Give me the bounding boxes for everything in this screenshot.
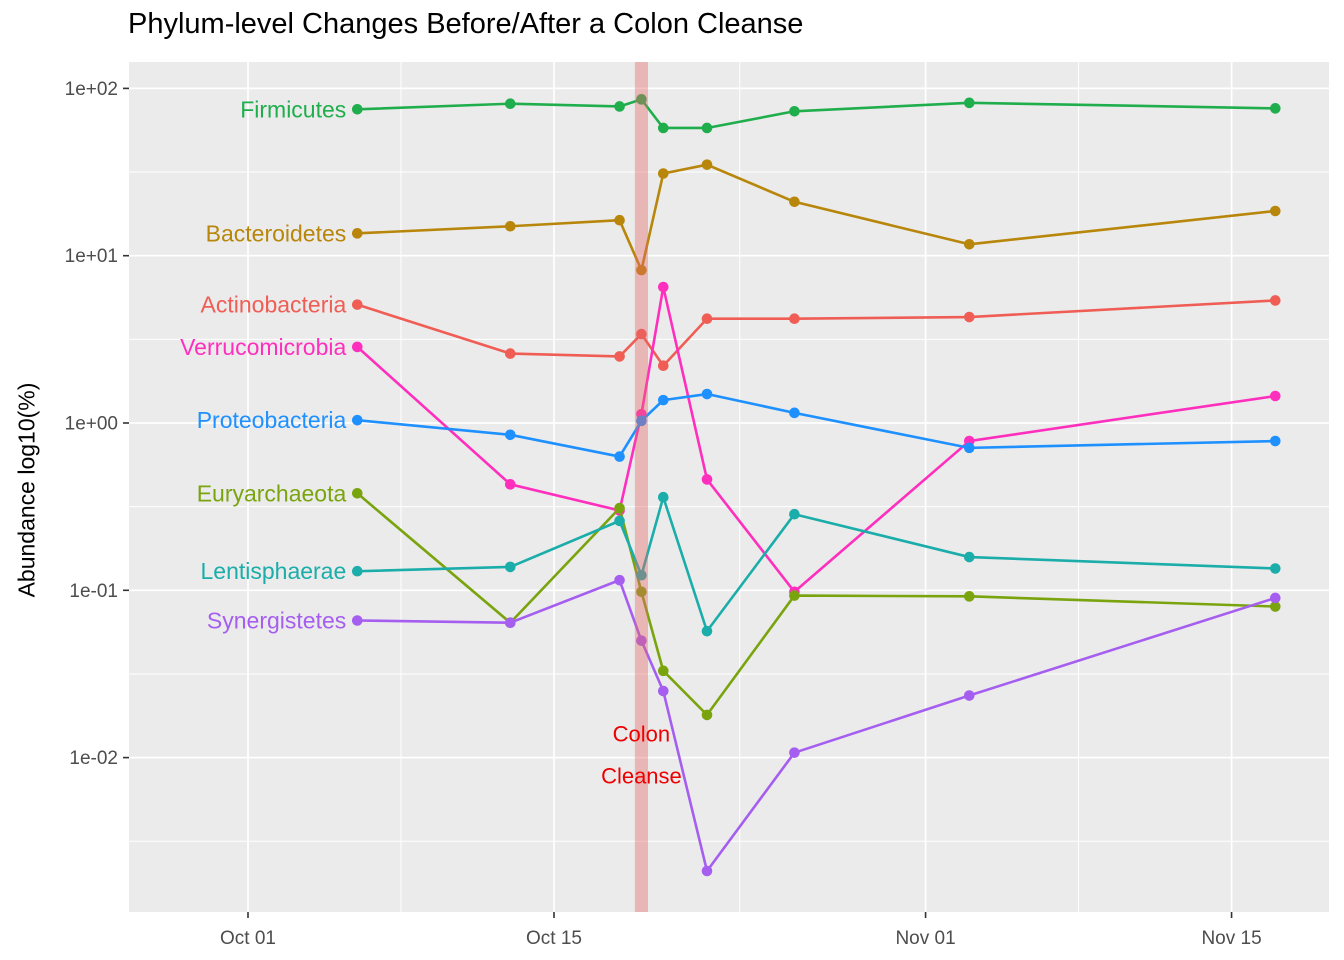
data-point-proteobacteria [504, 429, 516, 441]
y-tick-label: 1e-02 [69, 748, 118, 769]
data-point-euryarchaeota [789, 590, 800, 601]
data-point-actinobacteria [636, 328, 647, 340]
data-point-lentisphaerae [657, 491, 669, 503]
data-point-lentisphaerae [701, 625, 713, 637]
data-point-euryarchaeota [614, 502, 625, 514]
data-point-actinobacteria [701, 313, 713, 325]
data-point-bacteroidetes [963, 238, 975, 250]
data-point-actinobacteria [351, 299, 363, 310]
data-point-lentisphaerae [504, 561, 516, 573]
data-point-proteobacteria [351, 414, 363, 426]
data-point-firmicutes [504, 98, 516, 110]
data-point-bacteroidetes [701, 159, 713, 170]
cleanse-annotation-line: Cleanse [601, 764, 682, 789]
series-label-verrucomicrobia: Verrucomicrobia [180, 334, 346, 360]
data-point-synergistetes [701, 865, 713, 877]
data-point-lentisphaerae [1269, 563, 1281, 574]
cleanse-event-band [634, 62, 648, 912]
series-actinobacteria [351, 295, 1281, 372]
data-point-verrucomicrobia [701, 474, 713, 485]
data-point-firmicutes [636, 94, 647, 105]
data-point-firmicutes [614, 101, 625, 112]
x-tick-label: Nov 01 [895, 928, 955, 949]
data-point-lentisphaerae [963, 551, 975, 563]
data-point-verrucomicrobia [1269, 390, 1281, 402]
data-point-firmicutes [657, 122, 669, 134]
data-point-euryarchaeota [963, 591, 975, 602]
data-point-proteobacteria [1269, 435, 1281, 447]
data-point-synergistetes [636, 635, 647, 646]
series-label-lentisphaerae: Lentisphaerae [200, 558, 346, 584]
data-point-proteobacteria [636, 415, 647, 427]
data-point-synergistetes [657, 685, 669, 697]
series-firmicutes [351, 94, 1281, 134]
data-point-actinobacteria [657, 360, 669, 372]
data-point-lentisphaerae [351, 565, 363, 577]
data-point-firmicutes [701, 122, 713, 134]
x-tick-label: Oct 15 [526, 928, 582, 949]
data-point-bacteroidetes [789, 196, 800, 208]
data-point-synergistetes [789, 747, 800, 758]
data-point-actinobacteria [504, 348, 516, 359]
data-point-lentisphaerae [614, 515, 625, 527]
data-point-synergistetes [963, 690, 975, 701]
data-point-firmicutes [1269, 103, 1281, 114]
data-point-actinobacteria [789, 313, 800, 325]
series-label-proteobacteria: Proteobacteria [197, 407, 347, 433]
y-axis-title: Abundance log10(%) [13, 382, 40, 598]
data-point-proteobacteria [701, 388, 713, 400]
data-point-synergistetes [614, 574, 625, 586]
data-point-lentisphaerae [789, 508, 800, 520]
data-point-euryarchaeota [1269, 601, 1281, 612]
data-point-synergistetes [1269, 592, 1281, 604]
data-point-bacteroidetes [1269, 205, 1281, 217]
y-tick-label: 1e+00 [65, 414, 118, 435]
series-label-euryarchaeota: Euryarchaeota [197, 480, 347, 506]
y-tick-label: 1e+01 [65, 246, 118, 267]
data-point-firmicutes [963, 97, 975, 109]
series-proteobacteria [351, 388, 1281, 462]
data-point-firmicutes [351, 104, 363, 115]
data-point-actinobacteria [963, 311, 975, 323]
series-label-bacteroidetes: Bacteroidetes [206, 220, 347, 246]
series-bacteroidetes [351, 159, 1281, 276]
data-point-bacteroidetes [614, 214, 625, 226]
data-point-proteobacteria [789, 407, 800, 419]
series-lentisphaerae [351, 491, 1281, 637]
data-point-bacteroidetes [636, 264, 647, 276]
series-synergistetes [351, 574, 1281, 877]
data-point-verrucomicrobia [351, 341, 363, 353]
data-point-bacteroidetes [504, 220, 516, 232]
data-point-euryarchaeota [701, 709, 713, 721]
series-label-synergistetes: Synergistetes [207, 607, 346, 633]
major-gridlines [129, 62, 1329, 912]
data-point-proteobacteria [657, 394, 669, 406]
data-point-synergistetes [351, 615, 363, 626]
data-point-euryarchaeota [657, 665, 669, 677]
cleanse-annotation-line: Colon [613, 721, 670, 746]
y-tick-label: 1e-01 [69, 581, 118, 602]
y-tick-label: 1e+02 [65, 79, 118, 100]
chart-title: Phylum-level Changes Before/After a Colo… [128, 8, 804, 40]
data-point-lentisphaerae [636, 569, 647, 581]
series-label-firmicutes: Firmicutes [240, 96, 346, 122]
data-point-verrucomicrobia [657, 281, 669, 293]
data-point-synergistetes [504, 617, 516, 629]
plot-panel [129, 62, 1329, 912]
data-point-actinobacteria [1269, 295, 1281, 306]
data-point-firmicutes [789, 105, 800, 117]
data-point-proteobacteria [614, 451, 625, 462]
data-point-verrucomicrobia [504, 479, 516, 490]
data-point-proteobacteria [963, 442, 975, 454]
data-point-euryarchaeota [351, 488, 363, 499]
data-point-actinobacteria [614, 351, 625, 362]
x-tick-label: Oct 01 [220, 928, 276, 949]
data-point-bacteroidetes [351, 228, 363, 239]
x-tick-label: Nov 15 [1201, 928, 1261, 949]
data-point-bacteroidetes [657, 168, 669, 179]
series-label-actinobacteria: Actinobacteria [201, 292, 347, 318]
data-point-euryarchaeota [636, 586, 647, 598]
